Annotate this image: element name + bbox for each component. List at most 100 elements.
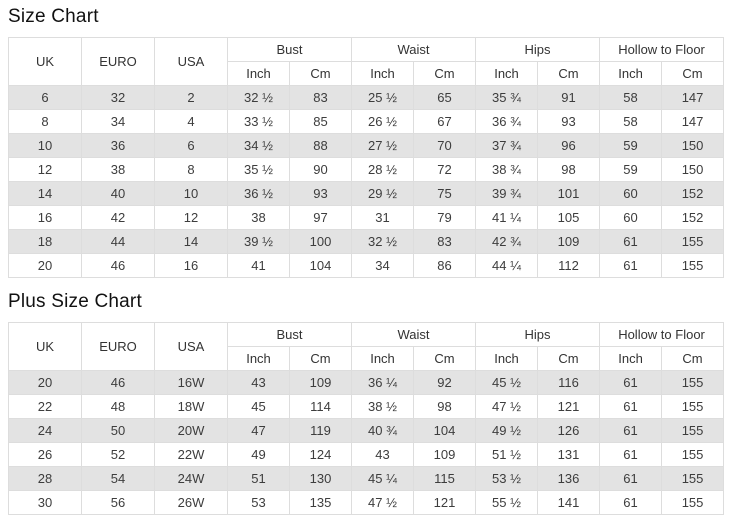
- table-cell: 155: [661, 394, 725, 419]
- table-cell: 61: [599, 442, 663, 467]
- table-cell: 28: [8, 466, 82, 491]
- table-cell: 20: [8, 253, 82, 278]
- table-cell: 56: [81, 490, 155, 515]
- size-chart-table: UK EURO USA Bust Waist Hips Hollow to Floor Inc…: [8, 37, 725, 278]
- table-cell: 36: [81, 133, 155, 158]
- header-row-units: Inch Cm Inch Cm Inch Cm Inch Cm: [9, 346, 725, 371]
- column-header-uk: UK: [8, 322, 82, 371]
- column-subheader-inch: Inch: [227, 61, 290, 86]
- column-subheader-cm: Cm: [413, 346, 477, 371]
- table-cell: 10: [154, 181, 228, 206]
- table-cell: 58: [599, 109, 663, 134]
- table-cell: 12: [8, 157, 82, 182]
- table-cell: 85: [288, 109, 353, 134]
- table-cell: 53 ½: [475, 466, 539, 491]
- column-header-waist: Waist: [351, 322, 477, 347]
- table-cell: 104: [288, 253, 353, 278]
- table-cell: 16W: [154, 370, 228, 395]
- table-cell: 14: [154, 229, 228, 254]
- table-cell: 29 ½: [351, 181, 415, 206]
- table-cell: 59: [599, 133, 663, 158]
- column-header-usa: USA: [154, 37, 228, 86]
- table-cell: 119: [288, 418, 353, 443]
- table-row: 10 36 6 34 ½ 88 27 ½ 70 37 ¾ 96 59 150: [8, 133, 725, 158]
- table-cell: 36 ½: [227, 181, 290, 206]
- table-cell: 8: [154, 157, 228, 182]
- table-cell: 43: [227, 370, 290, 395]
- table-cell: 41 ¼: [475, 205, 539, 230]
- table-cell: 24: [8, 418, 82, 443]
- table-cell: 121: [413, 490, 477, 515]
- table-cell: 114: [288, 394, 353, 419]
- table-cell: 34: [81, 109, 155, 134]
- table-row: 26 52 22W 49 124 43 109 51 ½ 131 61 155: [8, 442, 725, 467]
- column-subheader-cm: Cm: [288, 61, 353, 86]
- table-cell: 83: [413, 229, 477, 254]
- table-cell: 136: [537, 466, 601, 491]
- plus-size-chart-body: 20 46 16W 43 109 36 ¼ 92 45 ½ 116 61 155 22 48 18W 45 1…: [8, 370, 725, 515]
- column-header-bust: Bust: [226, 37, 353, 62]
- column-header-hips: Hips: [475, 37, 601, 62]
- table-cell: 26: [8, 442, 82, 467]
- table-cell: 31: [351, 205, 415, 230]
- table-cell: 150: [661, 157, 725, 182]
- header-row-groups: UK EURO USA Bust Waist Hips Hollow to Floor: [8, 322, 725, 371]
- table-cell: 150: [661, 133, 725, 158]
- column-subheader-cm: Cm: [661, 61, 725, 86]
- table-cell: 18: [8, 229, 82, 254]
- table-cell: 26W: [154, 490, 228, 515]
- table-cell: 72: [413, 157, 477, 182]
- table-cell: 109: [413, 442, 477, 467]
- table-cell: 6: [154, 133, 228, 158]
- table-cell: 98: [413, 394, 477, 419]
- table-cell: 141: [537, 490, 601, 515]
- table-cell: 83: [288, 85, 353, 110]
- table-cell: 96: [537, 133, 601, 158]
- table-cell: 28 ½: [351, 157, 415, 182]
- table-cell: 52: [81, 442, 155, 467]
- column-header-usa: USA: [154, 322, 228, 371]
- table-cell: 49: [227, 442, 290, 467]
- table-cell: 43: [351, 442, 415, 467]
- table-row: 16 42 12 38 97 31 79 41 ¼ 105 60 152: [8, 205, 725, 230]
- table-cell: 32: [81, 85, 155, 110]
- table-cell: 36 ¼: [351, 370, 415, 395]
- table-cell: 59: [599, 157, 663, 182]
- table-cell: 27 ½: [351, 133, 415, 158]
- plus-size-chart-header: UK EURO USA Bust Waist Hips Hollow to Floor Inc…: [8, 322, 725, 371]
- column-subheader-cm: Cm: [413, 61, 477, 86]
- column-subheader-inch: Inch: [599, 346, 663, 371]
- table-row: 14 40 10 36 ½ 93 29 ½ 75 39 ¾ 101 60 152: [8, 181, 725, 206]
- table-cell: 42: [81, 205, 155, 230]
- table-cell: 24W: [154, 466, 228, 491]
- table-cell: 51 ½: [475, 442, 539, 467]
- table-cell: 58: [599, 85, 663, 110]
- table-cell: 155: [661, 418, 725, 443]
- table-row: 20 46 16W 43 109 36 ¼ 92 45 ½ 116 61 155: [8, 370, 725, 395]
- table-cell: 109: [537, 229, 601, 254]
- table-cell: 49 ½: [475, 418, 539, 443]
- table-cell: 60: [599, 205, 663, 230]
- table-cell: 16: [8, 205, 82, 230]
- table-cell: 98: [537, 157, 601, 182]
- table-cell: 25 ½: [351, 85, 415, 110]
- table-cell: 61: [599, 466, 663, 491]
- table-cell: 86: [413, 253, 477, 278]
- table-cell: 155: [661, 490, 725, 515]
- table-cell: 97: [288, 205, 353, 230]
- table-cell: 61: [599, 490, 663, 515]
- table-cell: 45 ½: [475, 370, 539, 395]
- column-subheader-inch: Inch: [351, 346, 415, 371]
- table-cell: 67: [413, 109, 477, 134]
- table-cell: 109: [288, 370, 353, 395]
- table-cell: 20: [8, 370, 82, 395]
- column-header-euro: EURO: [81, 322, 155, 371]
- table-cell: 48: [81, 394, 155, 419]
- column-header-hips: Hips: [475, 322, 601, 347]
- table-row: 6 32 2 32 ½ 83 25 ½ 65 35 ¾ 91 58 147: [8, 85, 725, 110]
- table-cell: 70: [413, 133, 477, 158]
- column-header-uk: UK: [8, 37, 82, 86]
- table-cell: 101: [537, 181, 601, 206]
- table-cell: 4: [154, 109, 228, 134]
